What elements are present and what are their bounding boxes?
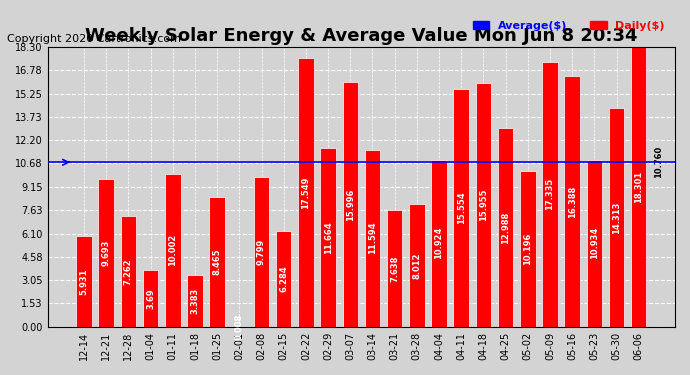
Bar	[165, 174, 181, 327]
Text: 18.301: 18.301	[634, 171, 643, 203]
Bar	[276, 231, 291, 327]
Bar	[209, 197, 225, 327]
Text: 10.002: 10.002	[168, 234, 177, 266]
Bar	[342, 82, 358, 327]
Bar	[586, 160, 602, 327]
Title: Weekly Solar Energy & Average Value Mon Jun 8 20:34: Weekly Solar Energy & Average Value Mon …	[85, 27, 638, 45]
Text: 11.594: 11.594	[368, 222, 377, 254]
Text: 3.383: 3.383	[190, 288, 199, 314]
Text: 12.988: 12.988	[501, 211, 510, 244]
Bar	[475, 83, 491, 327]
Bar	[520, 171, 535, 327]
Bar	[542, 62, 558, 327]
Text: Copyright 2020 Cartronics.com: Copyright 2020 Cartronics.com	[7, 34, 181, 44]
Text: 0.008: 0.008	[235, 314, 244, 340]
Text: 15.955: 15.955	[479, 189, 488, 221]
Text: 10.924: 10.924	[435, 227, 444, 260]
Bar	[609, 108, 624, 327]
Text: 9.799: 9.799	[257, 239, 266, 265]
Text: 6.284: 6.284	[279, 266, 288, 292]
Bar	[631, 47, 647, 327]
Text: 14.313: 14.313	[612, 201, 621, 234]
Text: 7.262: 7.262	[124, 258, 133, 285]
Bar	[254, 177, 269, 327]
Text: 16.388: 16.388	[568, 185, 577, 218]
Text: 17.335: 17.335	[546, 178, 555, 210]
Bar	[453, 89, 469, 327]
Text: 8.465: 8.465	[213, 249, 221, 275]
Bar	[365, 150, 380, 327]
Text: 3.69: 3.69	[146, 288, 155, 309]
Bar	[409, 204, 424, 327]
Text: 7.638: 7.638	[390, 255, 399, 282]
Legend: Average($), Daily($): Average($), Daily($)	[469, 16, 669, 35]
Bar	[431, 160, 447, 327]
Text: 11.664: 11.664	[324, 221, 333, 254]
Text: 5.931: 5.931	[79, 268, 88, 295]
Bar	[387, 210, 402, 327]
Bar	[187, 275, 203, 327]
Text: 8.012: 8.012	[413, 252, 422, 279]
Text: 10.934: 10.934	[590, 227, 599, 259]
Text: 15.554: 15.554	[457, 192, 466, 224]
Bar	[320, 148, 336, 327]
Bar	[298, 58, 314, 327]
Text: 10.760: 10.760	[654, 146, 663, 178]
Text: 15.996: 15.996	[346, 188, 355, 220]
Bar	[77, 236, 92, 327]
Bar	[564, 76, 580, 327]
Bar	[497, 128, 513, 327]
Bar	[143, 270, 158, 327]
Bar	[99, 178, 114, 327]
Text: 9.693: 9.693	[101, 240, 110, 266]
Text: 17.549: 17.549	[302, 176, 310, 209]
Text: 10.196: 10.196	[523, 232, 532, 265]
Bar	[121, 216, 136, 327]
